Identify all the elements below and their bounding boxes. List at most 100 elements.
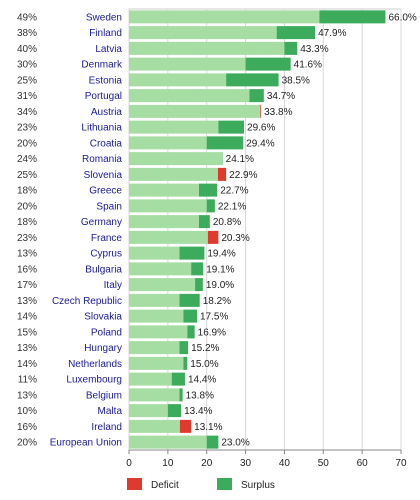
bar-surplus-segment (187, 325, 195, 339)
bar-target-segment (129, 309, 184, 323)
legend-label-deficit: Deficit (151, 480, 179, 491)
value-label: 38.5% (282, 75, 310, 86)
target-label: 18% (17, 186, 37, 197)
target-label: 40% (17, 44, 37, 55)
country-label: Slovakia (84, 312, 122, 323)
bar-target-segment (129, 293, 180, 307)
bar-surplus-segment (195, 278, 203, 292)
bar-deficit-segment (260, 104, 262, 118)
bar-target-segment (129, 404, 168, 418)
value-label: 17.5% (200, 312, 228, 323)
value-label: 47.9% (318, 28, 346, 39)
target-label: 23% (17, 233, 37, 244)
value-label: 20.8% (213, 217, 241, 228)
country-label: Hungary (84, 343, 122, 354)
country-label: Croatia (90, 138, 123, 149)
country-label: Romania (82, 154, 122, 165)
country-label: Lithuania (81, 123, 122, 134)
value-label: 66.0% (388, 12, 416, 23)
value-label: 13.1% (194, 422, 222, 433)
bar-deficit-segment (217, 167, 227, 181)
legend-swatch-deficit (127, 478, 142, 490)
value-label: 43.3% (300, 44, 328, 55)
bar-surplus-segment (167, 404, 182, 418)
target-label: 14% (17, 312, 37, 323)
target-label: 17% (17, 280, 37, 291)
bar-surplus-segment (198, 215, 210, 229)
x-tick-label: 20 (201, 458, 213, 469)
target-label: 20% (17, 138, 37, 149)
value-label: 23.0% (221, 438, 249, 449)
target-label: 16% (17, 422, 37, 433)
bar-value-segment (129, 104, 261, 118)
bar-target-segment (129, 183, 199, 197)
bar-value-segment (129, 230, 208, 244)
bar-surplus-segment (183, 356, 188, 370)
target-label: 15% (17, 327, 37, 338)
legend-item-surplus: Surplus (217, 478, 275, 491)
country-label: Latvia (95, 44, 122, 55)
value-label: 20.3% (221, 233, 249, 244)
country-label: Belgium (86, 390, 122, 401)
country-label: Poland (91, 327, 122, 338)
target-label: 16% (17, 264, 37, 275)
country-label: Slovenia (84, 170, 123, 181)
bar-target-segment (129, 215, 199, 229)
target-label: 20% (17, 201, 37, 212)
x-tick-label: 0 (126, 458, 132, 469)
target-label: 13% (17, 249, 37, 260)
bar-surplus-segment (276, 26, 316, 40)
x-tick-label: 50 (318, 458, 330, 469)
value-label: 16.9% (198, 327, 226, 338)
bar-value-segment (129, 167, 218, 181)
value-label: 13.4% (184, 406, 212, 417)
target-label: 13% (17, 296, 37, 307)
legend-item-deficit: Deficit (127, 478, 179, 491)
bar-target-segment (129, 10, 320, 24)
country-label: Finland (89, 28, 122, 39)
value-label: 29.6% (247, 123, 275, 134)
bar-surplus-segment (226, 73, 279, 87)
legend-label-surplus: Surplus (241, 480, 275, 491)
bar-target-segment (129, 152, 223, 166)
x-tick-label: 70 (395, 458, 407, 469)
bar-surplus-segment (249, 89, 264, 103)
bars (129, 10, 386, 449)
country-label: Greece (89, 186, 122, 197)
bar-surplus-segment (179, 388, 183, 402)
value-label: 19.1% (206, 264, 234, 275)
bar-target-segment (129, 73, 227, 87)
x-tick-label: 60 (357, 458, 369, 469)
value-label: 14.4% (188, 375, 216, 386)
target-label: 23% (17, 123, 37, 134)
value-label: 15.0% (190, 359, 218, 370)
x-tick-label: 30 (240, 458, 252, 469)
value-label: 22.9% (229, 170, 257, 181)
value-label: 22.1% (218, 201, 246, 212)
x-axis: 0 10 20 30 40 50 60 70 (126, 449, 407, 469)
bar-surplus-segment (206, 199, 215, 213)
country-label: Austria (91, 107, 123, 118)
value-label: 13.8% (186, 390, 214, 401)
target-label: 20% (17, 438, 37, 449)
legend-swatch-surplus (217, 478, 232, 490)
value-label: 34.7% (267, 91, 295, 102)
country-label: Luxembourg (66, 375, 122, 386)
target-label: 25% (17, 170, 37, 181)
bar-surplus-segment (284, 41, 298, 55)
target-label: 30% (17, 60, 37, 71)
bar-target-segment (129, 120, 219, 134)
country-label: Germany (81, 217, 122, 228)
x-tick-label: 40 (279, 458, 291, 469)
country-label: Estonia (89, 75, 123, 86)
country-label: Sweden (86, 12, 122, 23)
target-label: 13% (17, 390, 37, 401)
bar-target-segment (129, 26, 277, 40)
value-label: 41.6% (294, 60, 322, 71)
value-label: 15.2% (191, 343, 219, 354)
target-label: 24% (17, 154, 37, 165)
x-tick-label: 10 (162, 458, 174, 469)
bar-surplus-segment (171, 372, 185, 386)
labels: 49% Sweden 66.0% 38% Finland 47.9% 40% Latvia 43… (17, 12, 417, 448)
country-label: France (91, 233, 123, 244)
